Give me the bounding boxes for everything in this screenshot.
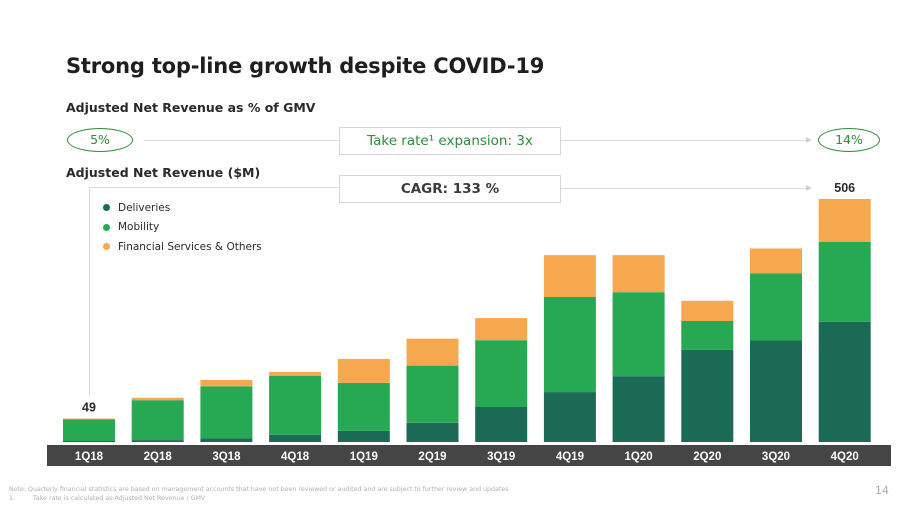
bar-segment-1q19-deliveries (337, 431, 390, 442)
take-rate-arrowhead-icon (806, 137, 812, 143)
bar-segment-4q19-financial-services-others (543, 255, 596, 297)
bar-segment-4q19-deliveries (543, 392, 596, 442)
bar-segment-1q18-financial-services-others (63, 418, 115, 420)
cagr-connector-vertical (89, 187, 90, 396)
legend-item-mobility: Mobility (103, 218, 262, 238)
bar-segment-4q18-mobility (269, 375, 322, 435)
cagr-arrowhead-icon (806, 185, 812, 191)
bar-segment-2q18-mobility (131, 400, 184, 441)
footnote-item-text: Take rate is calculated as Adjusted Net … (33, 495, 206, 502)
bar-segment-4q18-financial-services-others (269, 371, 322, 376)
take-rate-start-pill: 5% (67, 128, 133, 152)
bar-segment-2q19-mobility (406, 365, 459, 423)
bar-segment-2q20-financial-services-others (681, 300, 734, 321)
financial-services-dot-icon (103, 243, 110, 251)
bar-segment-2q19-financial-services-others (406, 338, 459, 366)
bar-segment-2q20-mobility (681, 321, 734, 350)
bar-segment-3q19-financial-services-others (475, 318, 528, 341)
bar-segment-3q18-deliveries (200, 438, 253, 442)
cagr-connector-right (560, 188, 808, 189)
deliveries-dot-icon (103, 204, 110, 212)
x-axis-band (47, 445, 891, 466)
bar-segment-3q19-deliveries (475, 406, 528, 442)
bar-segment-4q20-deliveries (818, 321, 871, 442)
bar-segment-4q20-mobility (818, 241, 871, 322)
revenue-heading: Adjusted Net Revenue ($M) (66, 165, 261, 180)
bar-segment-4q19-mobility (543, 297, 596, 393)
x-tick-label-4q19: 4Q19 (556, 451, 584, 463)
take-rate-callout: Take rate¹ expansion: 3x (339, 127, 561, 155)
x-tick-label-3q19: 3Q19 (487, 451, 515, 463)
bar-segment-1q19-financial-services-others (337, 358, 390, 383)
take-rate-callout-text: Take rate¹ expansion: 3x (367, 133, 533, 149)
take-rate-connector-left (144, 140, 340, 141)
take-rate-connector-right (560, 140, 808, 141)
bar-segment-2q18-financial-services-others (131, 397, 184, 401)
take-rate-heading: Adjusted Net Revenue as % of GMV (66, 100, 316, 115)
data-label-1q18: 49 (82, 401, 96, 415)
x-tick-label-2q20: 2Q20 (693, 451, 721, 463)
x-tick-label-4q18: 4Q18 (281, 451, 310, 463)
bar-segment-4q20-financial-services-others (818, 199, 871, 242)
legend-label-deliveries: Deliveries (118, 201, 171, 214)
footnote-item-number: 1. (9, 495, 16, 502)
bar-segment-2q20-deliveries (681, 349, 734, 442)
slide-title: Strong top-line growth despite COVID-19 (66, 54, 545, 78)
legend-item-financial-services: Financial Services & Others (103, 237, 262, 257)
legend-item-deliveries: Deliveries (103, 198, 262, 218)
chart-legend: Deliveries Mobility Financial Services &… (103, 198, 262, 257)
bar-segment-1q20-mobility (612, 292, 665, 377)
page-number: 14 (875, 484, 889, 497)
bar-segment-1q18-mobility (63, 419, 115, 441)
bar-segment-3q20-financial-services-others (750, 248, 802, 274)
bar-segment-1q20-financial-services-others (612, 255, 665, 293)
bar-segment-3q18-financial-services-others (200, 380, 253, 387)
legend-label-financial-services: Financial Services & Others (118, 240, 262, 253)
bar-segment-3q18-mobility (200, 386, 253, 439)
x-tick-label-1q19: 1Q19 (350, 451, 378, 463)
bar-segment-3q19-mobility (475, 340, 528, 407)
cagr-callout-text: CAGR: 133 % (400, 181, 500, 197)
bar-segment-1q18-deliveries (63, 441, 115, 442)
x-tick-label-2q19: 2Q19 (418, 451, 446, 463)
x-tick-label-1q20: 1Q20 (625, 451, 653, 463)
x-tick-label-4q20: 4Q20 (831, 451, 859, 463)
x-tick-label-1q18: 1Q18 (75, 451, 104, 463)
bar-segment-3q20-deliveries (750, 340, 802, 442)
x-tick-label-3q20: 3Q20 (762, 451, 790, 463)
legend-label-mobility: Mobility (118, 221, 160, 234)
cagr-connector-horizontal (89, 187, 340, 188)
bar-segment-4q18-deliveries (269, 434, 322, 442)
mobility-dot-icon (103, 223, 110, 231)
x-tick-label-2q18: 2Q18 (144, 451, 173, 463)
footnote-note: Note: Quarterly financial statistics are… (9, 486, 509, 493)
bar-segment-2q18-deliveries (131, 440, 184, 442)
bar-segment-2q19-deliveries (406, 422, 459, 442)
bar-segment-1q20-deliveries (612, 376, 665, 442)
data-label-4q20: 506 (834, 181, 855, 195)
cagr-callout: CAGR: 133 % (339, 175, 561, 203)
take-rate-end-pill: 14% (818, 128, 880, 152)
footnote-item: 1. Take rate is calculated as Adjusted N… (9, 495, 205, 502)
bar-segment-1q19-mobility (337, 382, 390, 431)
x-tick-label-3q18: 3Q18 (212, 451, 241, 463)
bar-segment-3q20-mobility (750, 273, 802, 341)
